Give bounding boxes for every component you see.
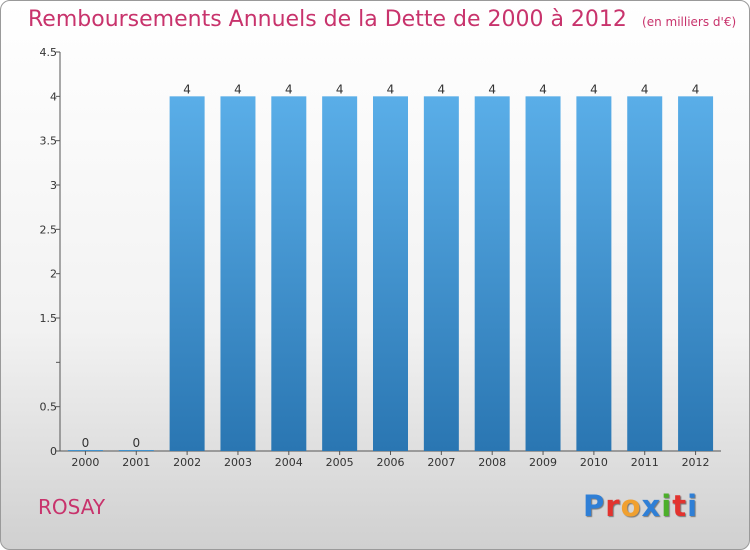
- x-tick-label: 2004: [275, 456, 303, 469]
- x-tick-label: 2011: [631, 456, 659, 469]
- bar-value-label: 0: [82, 436, 90, 450]
- y-tick-label: 3.5: [40, 135, 58, 148]
- logo-letter: i: [661, 489, 673, 523]
- x-tick-label: 2005: [326, 456, 354, 469]
- bar-value-label: 4: [590, 82, 598, 96]
- x-tick-label: 2008: [478, 456, 506, 469]
- town-name: ROSAY: [38, 495, 106, 519]
- x-tick-label: 2000: [71, 456, 99, 469]
- x-tick-label: 2012: [682, 456, 710, 469]
- y-tick-label: 2: [50, 268, 57, 281]
- proxiti-logo: Proxiti: [583, 489, 698, 523]
- y-tick-label: 4: [50, 90, 57, 103]
- logo-letter: o: [620, 489, 642, 523]
- y-tick-label: 2.5: [40, 223, 58, 236]
- bar: [67, 450, 103, 451]
- logo-letter: r: [605, 489, 621, 523]
- x-tick-label: 2009: [529, 456, 557, 469]
- bar-value-label: 4: [285, 82, 293, 96]
- y-tick-label: 4.5: [40, 46, 58, 59]
- bar: [678, 96, 714, 451]
- chart-title: Remboursements Annuels de la Dette de 20…: [28, 7, 736, 32]
- bar: [373, 96, 408, 451]
- bar-value-label: 4: [539, 82, 547, 96]
- logo-letter: t: [672, 489, 688, 523]
- y-tick-label: 1.5: [40, 312, 58, 325]
- bar: [423, 96, 459, 451]
- bar-value-label: 4: [438, 82, 446, 96]
- bar-value-label: 4: [488, 82, 496, 96]
- bar: [169, 96, 205, 451]
- bar-value-label: 4: [387, 82, 395, 96]
- bar: [220, 96, 256, 451]
- y-tick-label: 3: [50, 179, 57, 192]
- bar-value-label: 4: [641, 82, 649, 96]
- x-tick-label: 2006: [377, 456, 405, 469]
- y-tick-label: 0.5: [40, 401, 58, 414]
- bar: [627, 96, 663, 451]
- logo-letter: i: [687, 489, 699, 523]
- x-tick-label: 2007: [427, 456, 455, 469]
- title-text: Remboursements Annuels de la Dette de 20…: [28, 7, 627, 32]
- unit-text: (en milliers d'€): [642, 15, 737, 29]
- x-tick-label: 2010: [580, 456, 608, 469]
- bar-value-label: 4: [336, 82, 344, 96]
- bar-value-label: 4: [234, 82, 242, 96]
- bar-value-label: 4: [183, 82, 191, 96]
- bar: [474, 96, 510, 451]
- bar-value-label: 4: [692, 82, 700, 96]
- bar: [271, 96, 307, 451]
- bar: [118, 450, 154, 451]
- bar: [322, 96, 358, 451]
- bar: [525, 96, 561, 451]
- logo-letter: P: [583, 489, 606, 523]
- bar: [576, 96, 612, 451]
- x-tick-label: 2001: [122, 456, 150, 469]
- bar-value-label: 0: [132, 436, 140, 450]
- y-tick-label: 0: [50, 445, 57, 458]
- x-tick-label: 2002: [173, 456, 201, 469]
- logo-letter: x: [641, 489, 662, 523]
- x-tick-label: 2003: [224, 456, 252, 469]
